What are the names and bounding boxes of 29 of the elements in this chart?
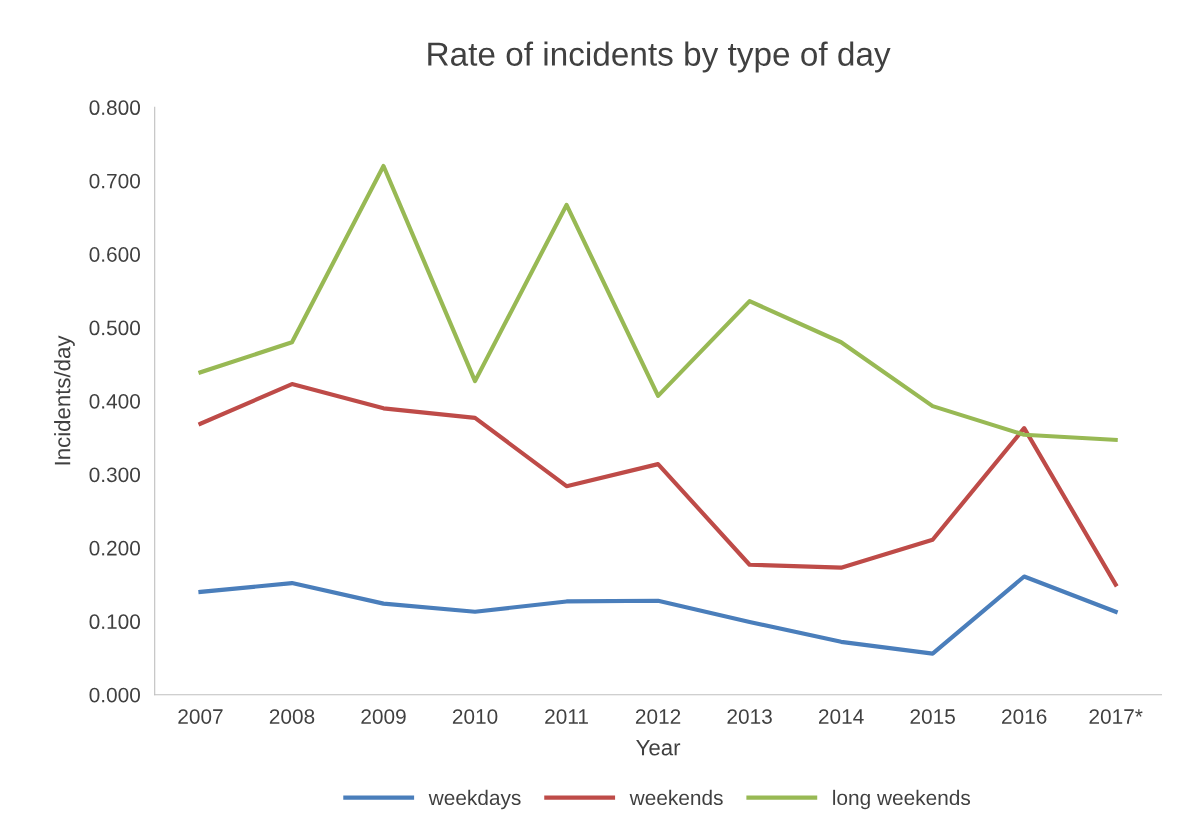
y-tick-label: 0.700	[89, 173, 140, 189]
x-tick-label: 2017*	[1089, 709, 1143, 724]
y-tick-label: 0.800	[89, 100, 140, 116]
x-tick-label: 2009	[361, 709, 406, 724]
y-tick-label: 0.600	[89, 247, 140, 262]
y-tick-label: 0.100	[89, 614, 140, 630]
line-series	[198, 382, 1118, 587]
x-tick-label: 2008	[269, 709, 315, 724]
legend-label: weekends	[629, 789, 723, 806]
x-tick-label: 2010	[452, 709, 498, 724]
x-axis-title: Year	[636, 739, 681, 756]
y-tick-label: 0.000	[89, 687, 140, 703]
y-tick-label: 0.200	[89, 540, 140, 556]
x-tick-label: 2014	[818, 709, 864, 724]
y-tick-label: 0.400	[89, 393, 140, 409]
x-tick-label: 2007	[178, 709, 223, 724]
x-tick-label: 2015	[910, 709, 955, 724]
x-tick-label: 2011	[545, 709, 588, 724]
y-tick-label: 0.300	[89, 467, 140, 483]
x-tick-label: 2012	[635, 709, 681, 724]
x-tick-label: 2013	[727, 709, 772, 724]
line-series	[198, 574, 1118, 656]
chart-title: Rate of incidents by type of day	[428, 41, 891, 73]
line-series	[198, 163, 1118, 442]
y-axis-title: Incidents/day	[54, 335, 75, 465]
y-tick-label: 0.500	[89, 320, 140, 336]
legend-label: long weekends	[833, 789, 971, 810]
legend-label: weekdays	[428, 789, 521, 810]
x-tick-label: 2016	[1002, 709, 1047, 724]
